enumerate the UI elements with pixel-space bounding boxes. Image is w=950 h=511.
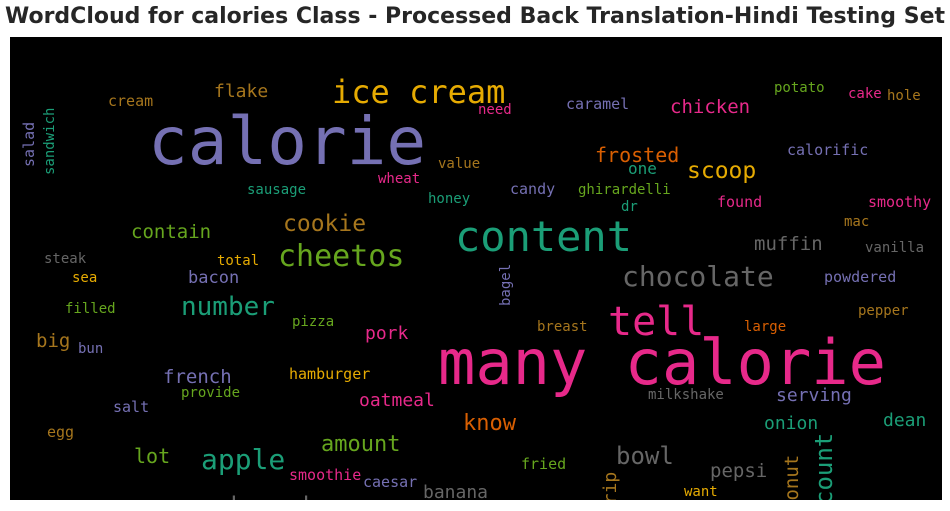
wordcloud-word-bagel: bagel <box>498 264 514 306</box>
wordcloud-word-calorie: calorie <box>148 103 426 180</box>
wordcloud-canvas: many calorie calorie content ice cream tell c… <box>10 37 942 500</box>
wordcloud-word-cookie: cookie <box>283 211 366 237</box>
wordcloud-word-hole: hole <box>887 88 921 104</box>
wordcloud-word-bowl: bowl <box>616 442 674 470</box>
wordcloud-word-pepper: pepper <box>858 303 909 319</box>
wordcloud-word-caramel: caramel <box>566 95 629 113</box>
wordcloud-word-vanilla: vanilla <box>865 240 924 256</box>
wordcloud-word-oatmeal: oatmeal <box>359 390 435 411</box>
wordcloud-word-ghirardelli: ghirardelli <box>578 182 671 198</box>
wordcloud-word-sea: sea <box>72 270 97 286</box>
wordcloud-word-sandwich: sandwich <box>42 108 58 175</box>
wordcloud-word-caesar: caesar <box>363 473 417 491</box>
wordcloud-word-salad: salad <box>20 122 38 167</box>
wordcloud-word-smoothie: smoothie <box>289 466 361 484</box>
wordcloud-word-breast: breast <box>537 319 588 335</box>
wordcloud-word-wheat: wheat <box>378 171 420 187</box>
wordcloud-word-contain: contain <box>131 221 211 243</box>
wordcloud-word-apple: apple <box>201 443 285 476</box>
wordcloud-word-strip: strip <box>600 472 621 500</box>
wordcloud-word-sausage: sausage <box>247 182 306 198</box>
wordcloud-word-amount: amount <box>321 432 400 457</box>
wordcloud-word-know: know <box>463 411 517 436</box>
wordcloud-word-filled: filled <box>65 301 116 317</box>
wordcloud-word-content: content <box>455 212 632 261</box>
wordcloud-word-egg: egg <box>47 423 74 441</box>
wordcloud-word-provide: provide <box>181 385 240 401</box>
wordcloud-word-scoop: scoop <box>687 158 756 184</box>
wordcloud-word-candy: candy <box>510 180 555 198</box>
wordcloud-word-dean: dean <box>883 410 926 431</box>
wordcloud-word-many-calorie: many calorie <box>438 326 886 399</box>
wordcloud-word-mac: mac <box>844 214 869 230</box>
wordcloud-word-bun: bun <box>78 341 103 357</box>
wordcloud-word-large: large <box>744 319 786 335</box>
wordcloud-word-chocolate: chocolate <box>622 260 774 293</box>
wordcloud-word-powdered: powdered <box>824 268 896 286</box>
wordcloud-word-pizza: pizza <box>292 314 334 330</box>
wordcloud-word-need: need <box>478 102 512 118</box>
wordcloud-word-pepsi: pepsi <box>710 460 767 482</box>
wordcloud-word-banana: banana <box>423 482 488 500</box>
wordcloud-word-tell: tell <box>608 299 704 345</box>
wordcloud-word-pork: pork <box>365 323 409 344</box>
wordcloud-word-chicken: chicken <box>670 96 750 118</box>
wordcloud-word-donut: donut <box>781 455 803 500</box>
wordcloud-svg: many calorie calorie content ice cream tell c… <box>20 73 931 500</box>
wordcloud-word-found: found <box>717 193 762 211</box>
wordcloud-word-bacon: bacon <box>188 268 239 288</box>
wordcloud-word-fried: fried <box>521 455 566 473</box>
wordcloud-word-steak: steak <box>44 251 87 267</box>
wordcloud-word-flake: flake <box>214 81 268 102</box>
wordcloud-word-want: want <box>684 484 718 500</box>
wordcloud-word-serving: serving <box>776 385 852 406</box>
wordcloud-word-onion: onion <box>764 413 818 434</box>
wordcloud-word-honey: honey <box>428 191 470 207</box>
wordcloud-word-one: one <box>628 159 657 178</box>
wordcloud-word-big: big <box>36 330 70 352</box>
wordcloud-word-cake: cake <box>848 86 882 102</box>
wordcloud-word-number: number <box>181 292 275 322</box>
chart-title: WordCloud for calories Class - Processed… <box>4 4 946 29</box>
wordcloud-word-milkshake: milkshake <box>648 387 724 403</box>
wordcloud-word-potato: potato <box>774 80 825 96</box>
wordcloud-word-total: total <box>217 253 259 269</box>
wordcloud-word-salt: salt <box>113 398 149 416</box>
wordcloud-word-calorific: calorific <box>787 141 868 159</box>
wordcloud-word-cheetos: cheetos <box>278 239 404 274</box>
wordcloud-word-ice-cream: ice cream <box>332 73 505 111</box>
wordcloud-word-lot: lot <box>134 444 170 468</box>
wordcloud-word-cheeseburger: cheeseburger <box>216 492 389 500</box>
wordcloud-word-hamburger: hamburger <box>289 365 370 383</box>
wordcloud-word-muffin: muffin <box>754 233 823 255</box>
wordcloud-word-smoothy: smoothy <box>868 193 931 211</box>
wordcloud-word-value: value <box>438 156 480 172</box>
wordcloud-word-cream: cream <box>108 92 153 110</box>
wordcloud-word-dr: dr <box>621 199 638 215</box>
wordcloud-word-frosted: frosted <box>595 143 679 167</box>
wordcloud-word-count: count <box>810 433 838 500</box>
wordcloud-word-french: french <box>163 366 232 388</box>
